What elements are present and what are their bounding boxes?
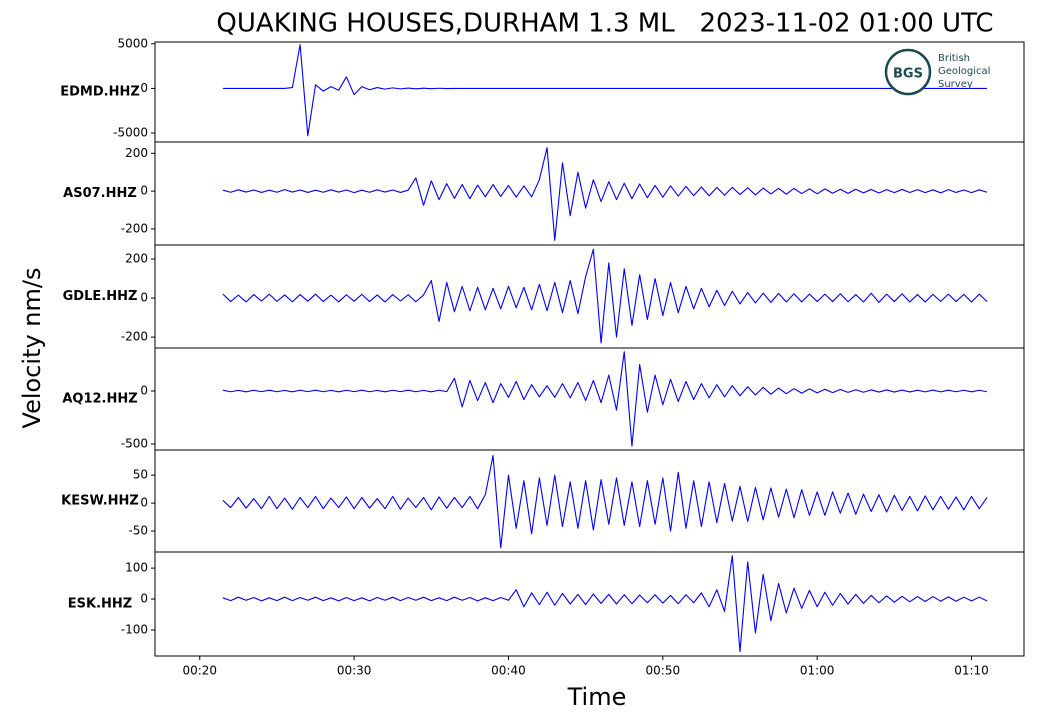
y-axis-label: Velocity nm/s	[18, 268, 46, 429]
y-tick-label: 0	[140, 592, 148, 606]
panel-label: KESW.HHZ	[61, 494, 139, 509]
y-tick-label: -200	[121, 221, 148, 235]
y-tick-label: 100	[125, 561, 148, 575]
y-tick-label: 200	[125, 146, 148, 160]
panel-frame	[154, 551, 1025, 657]
waveform	[222, 248, 988, 344]
y-tick-label: -100	[121, 623, 148, 637]
waveform	[222, 455, 988, 549]
y-tick-label: 200	[125, 252, 148, 266]
x-tick-label: 01:00	[800, 664, 835, 678]
logo-text: Survey	[938, 79, 973, 90]
logo: BGS British Geological Survey	[884, 48, 990, 96]
panel-label: AS07.HHZ	[63, 186, 137, 201]
y-tick-label: -50	[128, 524, 148, 538]
y-tick-label: -500	[121, 436, 148, 450]
logo-ring	[884, 48, 932, 96]
panel-label: GDLE.HHZ	[63, 289, 138, 304]
panel-label: AQ12.HHZ	[62, 392, 137, 407]
logo-text: Geological	[938, 66, 990, 77]
y-tick-label: 0	[140, 384, 148, 398]
logo-text: British	[938, 53, 970, 64]
panel-label: ESK.HHZ	[68, 597, 132, 612]
panel-label: EDMD.HHZ	[60, 85, 140, 100]
y-tick-label: -5000	[113, 126, 148, 140]
x-tick-label: 01:10	[954, 664, 989, 678]
y-tick-label: 5000	[117, 36, 148, 50]
x-tick-label: 00:20	[182, 664, 217, 678]
waveform	[222, 147, 988, 241]
y-tick-label: 0	[140, 184, 148, 198]
waveform	[222, 351, 988, 447]
x-axis-label: Time	[567, 683, 627, 711]
waveform	[222, 555, 988, 653]
y-tick-label: 50	[133, 468, 148, 482]
chart-title: QUAKING HOUSES,DURHAM 1.3 ML 2023-11-02 …	[216, 9, 993, 39]
y-tick-label: 0	[140, 291, 148, 305]
waveform	[222, 44, 987, 137]
y-tick-label: 0	[140, 496, 148, 510]
logo-mark: BGS	[893, 67, 923, 82]
x-tick-label: 00:50	[646, 664, 681, 678]
y-tick-label: -200	[121, 330, 148, 344]
x-tick-label: 00:40	[491, 664, 526, 678]
y-tick-label: 0	[140, 81, 148, 95]
x-tick-label: 00:30	[337, 664, 372, 678]
